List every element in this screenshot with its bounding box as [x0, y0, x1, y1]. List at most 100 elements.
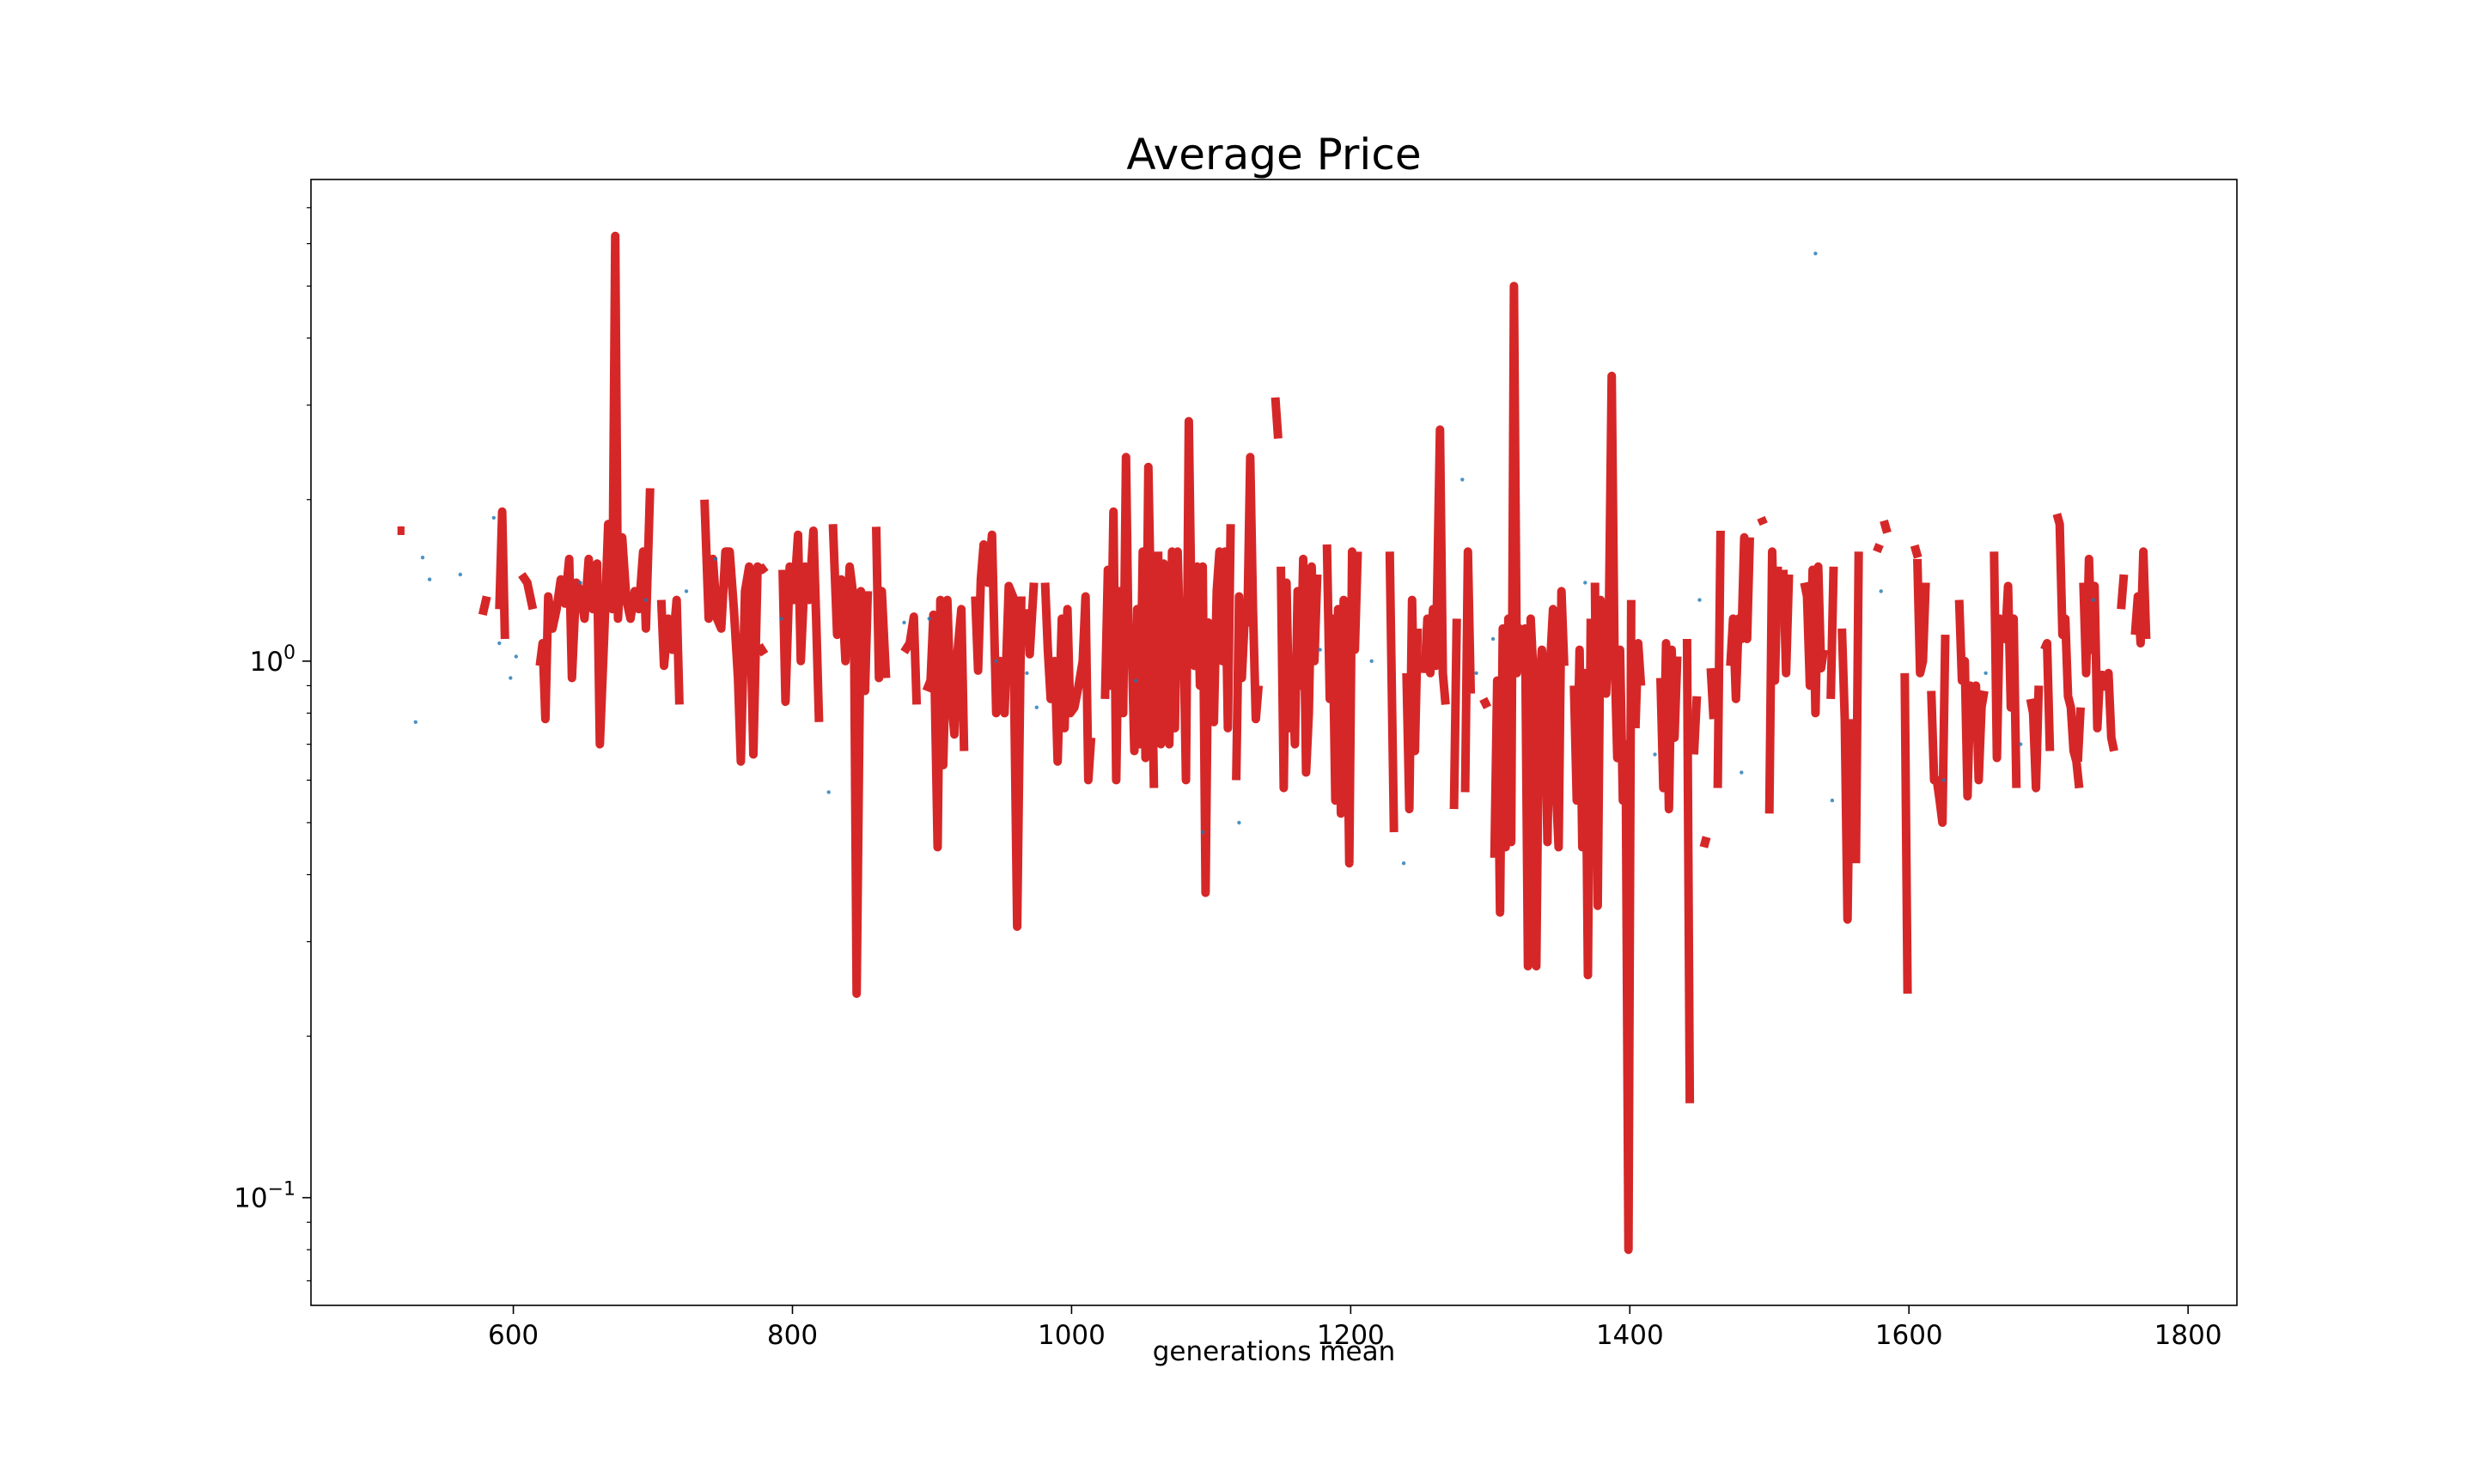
scatter-point-35: [1941, 778, 1946, 782]
scatter-point-33: [1830, 798, 1835, 803]
line-segment-61: [2073, 707, 2085, 762]
scatter-point-18: [1034, 705, 1039, 709]
line-segment-8: [778, 526, 824, 722]
scatter-point-27: [1490, 636, 1496, 642]
line-segment-23: [1402, 595, 1423, 814]
scatter-point-3: [458, 572, 462, 577]
line-segment-34: [1690, 696, 1702, 755]
line-segment-15: [1040, 582, 1096, 785]
line-segment-51: [1927, 635, 1950, 827]
x-tick-label-1400: 1400: [1596, 1320, 1664, 1351]
line-segment-45: [1851, 551, 1863, 864]
line-segment-58: [2101, 668, 2118, 752]
scatter-point-25: [1460, 477, 1465, 482]
scatter-point-26: [1474, 671, 1478, 675]
line-segment-3: [518, 572, 538, 611]
line-segment-49: [1900, 672, 1912, 994]
line-segment-22: [1385, 551, 1398, 833]
chart-title: Average Price: [1126, 130, 1421, 179]
scatter-point-24: [1401, 861, 1406, 866]
line-segment-40: [1764, 547, 1782, 814]
scatter-point-28: [1583, 581, 1587, 585]
line-segment-10: [872, 526, 891, 683]
line-segment-60: [2130, 547, 2151, 648]
line-segment-28: [1490, 282, 1569, 971]
plot-area: [397, 231, 2151, 1255]
scatter-point-23: [1369, 659, 1374, 663]
scatter-point-16: [994, 659, 998, 663]
line-segment-1: [478, 595, 491, 617]
scatter-point-10: [684, 589, 689, 593]
line-segment-53: [1990, 551, 2021, 788]
line-segment-2: [495, 507, 509, 640]
scatter-point-14: [902, 620, 906, 625]
line-segment-41: [1779, 569, 1794, 678]
scatter-point-13: [826, 790, 831, 794]
line-segment-42: [1800, 562, 1829, 718]
line-segment-17: [1154, 417, 1235, 897]
scatter-point-5: [497, 641, 502, 646]
line-segment-36: [1706, 667, 1718, 720]
line-segment-9: [828, 524, 873, 999]
scatter-point-31: [1740, 770, 1744, 775]
x-tick-label-1800: 1800: [2154, 1320, 2222, 1351]
x-tick-label-1000: 1000: [1038, 1320, 1106, 1351]
line-segment-50: [1913, 558, 1930, 678]
scatter-point-36: [1983, 671, 1988, 675]
line-segment-20: [1277, 554, 1322, 793]
x-tick-label-1600: 1600: [1875, 1320, 1943, 1351]
x-tick-label-600: 600: [488, 1320, 539, 1351]
line-segment-13: [971, 530, 1026, 931]
line-segment-33: [1682, 638, 1695, 1104]
line-segment-4: [535, 231, 655, 749]
line-segment-32: [1656, 639, 1682, 814]
scatter-point-9: [643, 598, 649, 602]
scatter-point-37: [2019, 742, 2023, 746]
x-tick-label-1200: 1200: [1317, 1320, 1385, 1351]
y-tick-label-0: 100: [250, 642, 296, 678]
scatter-point-29: [1653, 752, 1657, 757]
line-segment-44: [1837, 628, 1855, 924]
scatter-point-17: [1025, 671, 1029, 675]
x-axis: 600 800 1000 1200 1400 1600 1800: [488, 1305, 2222, 1351]
line-segment-43: [1826, 566, 1838, 700]
line-segment-12: [922, 595, 969, 852]
line-segment-48: [1910, 544, 1923, 559]
line-segment-24: [1420, 425, 1450, 705]
line-segment-26: [1460, 547, 1476, 793]
line-segment-30: [1590, 371, 1636, 1255]
scatter-point-7: [514, 654, 518, 659]
scatter-point-12: [779, 617, 783, 621]
line-segment-37: [1713, 530, 1725, 788]
line-segment-27: [1479, 696, 1492, 709]
line-segment-47: [1880, 520, 1892, 534]
line-segment-38: [1726, 532, 1754, 703]
scatter-point-30: [1697, 598, 1702, 602]
line-segment-25: [1449, 618, 1461, 810]
scatter-point-6: [509, 676, 513, 680]
line-segment-5: [656, 595, 684, 705]
line-segment-35: [1699, 836, 1711, 848]
line-segment-55: [2040, 639, 2055, 751]
line-segment-14: [1022, 582, 1039, 659]
scatter-point-20: [1200, 830, 1205, 835]
scatter-point-2: [427, 577, 432, 581]
line-segment-54: [2026, 685, 2044, 793]
scatter-point-32: [1813, 252, 1818, 256]
line-segment-46: [1873, 543, 1884, 554]
scatter-point-0: [413, 720, 417, 724]
line-segment-18: [1232, 453, 1264, 781]
scatter-point-11: [713, 556, 718, 562]
scatter-point-8: [578, 581, 582, 585]
line-segment-11: [900, 612, 922, 705]
line-segment-21: [1322, 544, 1362, 868]
line-segment-29: [1569, 618, 1595, 980]
scatter-point-38: [2091, 598, 2095, 602]
scatter-point-21: [1237, 820, 1241, 825]
line-segment-52: [1954, 599, 1989, 801]
scatter-point-1: [420, 556, 425, 560]
line-segment-7: [755, 642, 769, 657]
scatter-point-34: [1879, 589, 1883, 593]
line-segment-16: [1100, 453, 1159, 788]
